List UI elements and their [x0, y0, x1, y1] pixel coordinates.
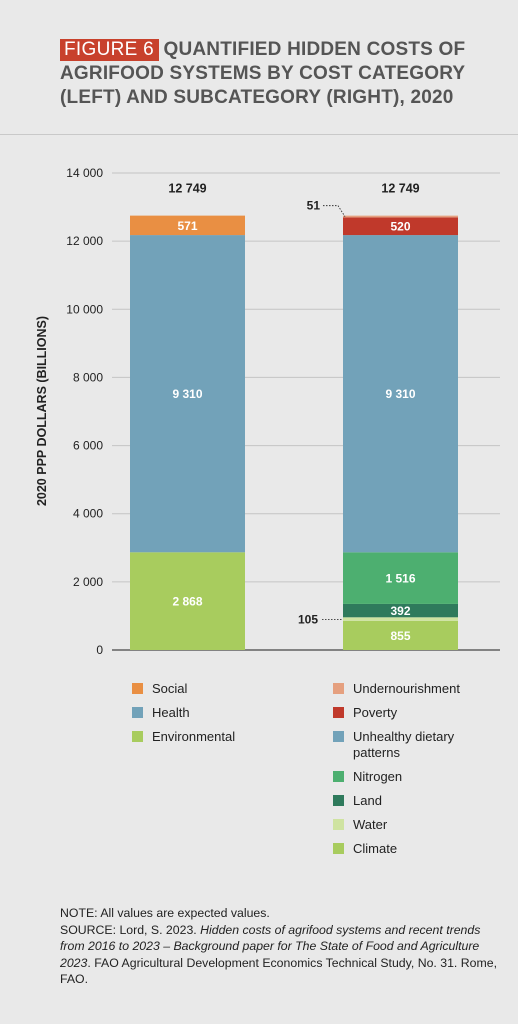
bar-segment-label: 9 310	[172, 387, 202, 401]
callout-leader-line	[323, 205, 346, 217]
bar-segment-unhealthy-dietary-patterns	[343, 235, 458, 553]
bar-segment-label: 520	[390, 220, 410, 234]
bar-segment-poverty	[343, 217, 458, 236]
legend-item: Unhealthy dietary patterns	[333, 729, 503, 761]
bar-segment-undernourishment	[343, 215, 458, 218]
bar-total-label: 12 749	[168, 182, 206, 196]
legend-swatch	[333, 795, 344, 806]
legend-item: Poverty	[333, 705, 503, 721]
legend-label: Undernourishment	[353, 681, 460, 696]
legend-label: Nitrogen	[353, 769, 403, 784]
y-tick-label: 4 000	[73, 507, 103, 521]
legend-swatch	[132, 683, 143, 694]
figure-tag: FIGURE 6	[60, 39, 160, 61]
y-axis-label: 2020 PPP DOLLARS (BILLIONS)	[35, 316, 49, 506]
y-tick-label: 14 000	[66, 166, 103, 180]
legend-item: Water	[333, 817, 503, 833]
bar-segment-label: 855	[390, 629, 410, 643]
legend-item: Environmental	[132, 729, 235, 745]
legend-swatch	[333, 683, 344, 694]
source-suffix: . FAO Agricultural Development Economics…	[60, 955, 497, 987]
figure-title: FIGURE 6 QUANTIFIED HIDDEN COSTS OF AGRI…	[60, 38, 500, 110]
legend-right: Undernourishment Poverty Unhealthy dietary…	[333, 681, 503, 865]
legend-label: Water	[353, 817, 388, 832]
bar-segment-label: 51	[307, 199, 321, 213]
bar-segment-label: 105	[298, 613, 318, 627]
source-prefix: SOURCE: Lord, S. 2023.	[60, 922, 197, 937]
bar-segment-social	[130, 215, 245, 236]
legend-label: Poverty	[353, 705, 398, 720]
bar-segment-water	[343, 617, 458, 621]
notes-block: NOTE: All values are expected values. SO…	[60, 905, 500, 988]
y-tick-label: 8 000	[73, 370, 103, 384]
bar-segment-label: 1 516	[385, 572, 415, 586]
bar-segment-nitrogen	[343, 552, 458, 604]
legend-item: Land	[333, 793, 503, 809]
legend-swatch	[333, 731, 344, 742]
legend-swatch	[132, 731, 143, 742]
y-tick-label: 2 000	[73, 575, 103, 589]
bar-segment-environmental	[130, 552, 245, 650]
legend-label: Unhealthy dietary patterns	[353, 729, 455, 760]
legend-label: Land	[353, 793, 382, 808]
legend-left: Social Health Environmental	[132, 681, 235, 753]
bar-segment-land	[343, 603, 458, 618]
legend-label: Social	[152, 681, 188, 696]
legend-swatch	[333, 771, 344, 782]
title-divider	[0, 134, 518, 135]
y-tick-label: 0	[96, 643, 103, 657]
figure-title-text: QUANTIFIED HIDDEN COSTS OF AGRIFOOD SYST…	[60, 39, 466, 108]
source-title: Hidden costs of agrifood systems and rec…	[60, 922, 481, 970]
legend-item: Health	[132, 705, 235, 721]
legend-swatch	[333, 707, 344, 718]
legend-swatch	[333, 843, 344, 854]
bar-segment-label: 2 868	[172, 595, 202, 609]
stacked-bar-chart: 0 2 000 4 000 6 000 8 000 10 000 12 000 14 000 2…	[35, 166, 500, 657]
legend-item: Climate	[333, 841, 503, 857]
legend-label: Environmental	[152, 729, 236, 744]
source-text: SOURCE: Lord, S. 2023. Hidden costs of a…	[60, 922, 500, 988]
bar-segment-label: 392	[390, 604, 410, 618]
legend-label: Climate	[353, 841, 398, 856]
y-tick-label: 10 000	[66, 302, 103, 316]
bar-total-label: 12 749	[381, 182, 419, 196]
bar-segment-health	[130, 235, 245, 553]
bar-segment-label: 571	[177, 219, 197, 233]
legend-swatch	[132, 707, 143, 718]
legend-item: Undernourishment	[333, 681, 503, 697]
legend-item: Nitrogen	[333, 769, 503, 785]
bar-segment-label: 9 310	[385, 387, 415, 401]
legend-swatch	[333, 819, 344, 830]
legend-label: Health	[152, 705, 190, 720]
note-text: NOTE: All values are expected values.	[60, 906, 270, 920]
bar-segment-climate	[343, 620, 458, 650]
legend-item: Social	[132, 681, 235, 697]
y-tick-label: 6 000	[73, 439, 103, 453]
y-tick-label: 12 000	[66, 234, 103, 248]
